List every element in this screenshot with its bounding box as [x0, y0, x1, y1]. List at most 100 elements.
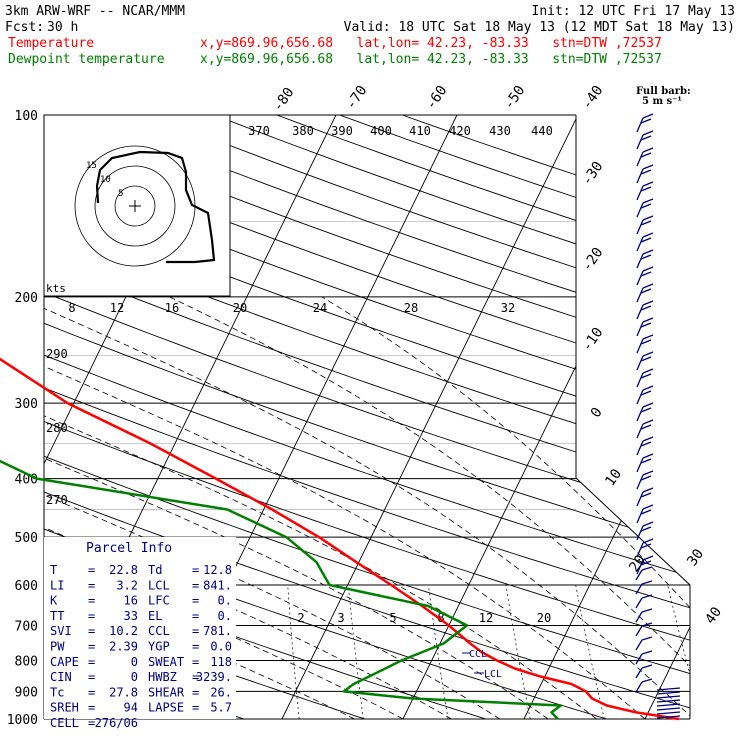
wind-barb	[641, 580, 653, 585]
wind-barb	[641, 636, 653, 641]
parcel-eq: =	[192, 609, 199, 623]
wind-barb	[636, 287, 644, 303]
parcel-eq: =	[192, 701, 199, 715]
theta-e-label: 32	[501, 301, 515, 315]
wind-barb	[642, 402, 654, 408]
theta-label: 410	[409, 124, 431, 138]
wind-barb	[636, 338, 644, 354]
parcel-key: SVI	[50, 624, 72, 638]
wind-barb	[640, 203, 652, 209]
isotherm-label: 0	[588, 405, 606, 421]
wind-barb	[642, 521, 654, 527]
dry-adiabat	[402, 115, 690, 719]
wind-barb	[656, 703, 681, 707]
wind-barb	[642, 130, 654, 136]
parcel-key: EL	[148, 609, 162, 623]
parcel-info-title: Parcel Info	[86, 541, 172, 556]
wind-barb	[640, 356, 652, 362]
isotherm-label: -60	[423, 83, 451, 113]
wind-barb	[641, 664, 653, 669]
diagram-border	[575, 115, 691, 719]
parcel-key: LCL	[148, 578, 170, 592]
wind-barb	[656, 699, 681, 703]
wind-barb	[640, 288, 652, 294]
parcel-value: 12.8	[203, 563, 232, 577]
mixing-ratio-label: 20	[537, 611, 551, 625]
parcel-info-panel: Parcel Info T = 22.8 Td = 12.8 LI = 3.2 LCL = 841. K…	[44, 537, 236, 730]
parcel-value: 33	[124, 609, 138, 623]
wind-barb	[636, 219, 644, 235]
wind-barb	[636, 389, 644, 405]
parcel-eq: =	[88, 624, 95, 638]
theta-label: 370	[248, 124, 270, 138]
wind-barb	[635, 681, 643, 693]
parcel-key: LAPSE	[148, 701, 184, 715]
wind-barb	[642, 164, 654, 170]
wind-barb	[641, 622, 653, 627]
wind-barb	[642, 487, 654, 493]
parcel-eq: =	[192, 685, 199, 699]
parcel-key: CAPE	[50, 655, 79, 669]
ccl-marker-label: CCL	[469, 649, 487, 660]
wind-barb	[640, 509, 652, 515]
pressure-tick-label: 1000	[7, 713, 38, 728]
wind-barb	[636, 474, 644, 490]
theta-label: 420	[449, 124, 471, 138]
wind-barb	[636, 457, 644, 473]
parcel-value: 781.	[203, 624, 232, 638]
wind-barb	[640, 305, 652, 311]
mixing-ratio-label: 5	[389, 611, 396, 625]
parcel-eq: =	[88, 685, 95, 699]
isotherm-label: -10	[579, 325, 607, 355]
dry-adiabat	[44, 115, 690, 719]
wind-barb	[636, 304, 644, 320]
hodograph-ring-label: 15	[86, 161, 97, 171]
hodograph-units: kts	[46, 282, 66, 295]
wind-barb	[642, 436, 654, 442]
wind-barb	[635, 667, 643, 679]
wind-barb	[640, 543, 652, 549]
wind-barb	[640, 152, 652, 158]
wind-barb	[636, 525, 644, 541]
wind-barb	[636, 270, 644, 286]
parcel-value: 3239.	[196, 670, 232, 684]
dry-adiabat	[44, 115, 690, 719]
parcel-eq: =	[192, 563, 199, 577]
wind-barb	[636, 168, 644, 184]
parcel-key: Td	[148, 563, 162, 577]
parcel-eq: =	[88, 716, 95, 730]
isotherm	[402, 115, 690, 719]
theta-e-label: 8	[68, 301, 75, 315]
parcel-eq: =	[192, 655, 199, 669]
parcel-value: 94	[124, 701, 138, 715]
legend-temperature-info: x,y=869.96,656.68 lat,lon= 42.23, -83.33…	[200, 36, 662, 51]
wind-barb	[642, 470, 654, 476]
parcel-value: 27.8	[109, 685, 138, 699]
wind-barb	[640, 220, 652, 226]
mixing-ratio-line	[287, 584, 300, 719]
parcel-key: T	[50, 563, 57, 577]
parcel-value: 276/06	[95, 716, 138, 730]
wind-barb	[656, 711, 681, 715]
wind-barb	[636, 151, 644, 167]
mixing-ratio-label: 2	[297, 611, 304, 625]
theta-label: 430	[489, 124, 511, 138]
wind-barb	[642, 368, 654, 374]
wind-barb	[642, 113, 654, 119]
wind-barb	[640, 458, 652, 464]
mixing-ratio-line	[505, 584, 531, 719]
dry-adiabat	[44, 115, 690, 719]
wind-barb	[635, 653, 643, 665]
mixing-ratio-line	[667, 584, 690, 719]
theta-e-label: 28	[404, 301, 418, 315]
sounding-profiles	[0, 357, 680, 721]
wind-barb	[642, 300, 654, 306]
wind-barb	[640, 492, 652, 498]
mixing-ratio-label: 8	[437, 611, 444, 625]
init-time: Init: 12 UTC Fri 17 May 13	[532, 4, 736, 19]
wind-barb	[640, 339, 652, 345]
wind-legend-line1: Full barb:	[636, 86, 691, 97]
isotherm-label: 10	[602, 466, 625, 489]
parcel-value: 0	[131, 670, 138, 684]
dry-adiabat	[44, 115, 690, 719]
